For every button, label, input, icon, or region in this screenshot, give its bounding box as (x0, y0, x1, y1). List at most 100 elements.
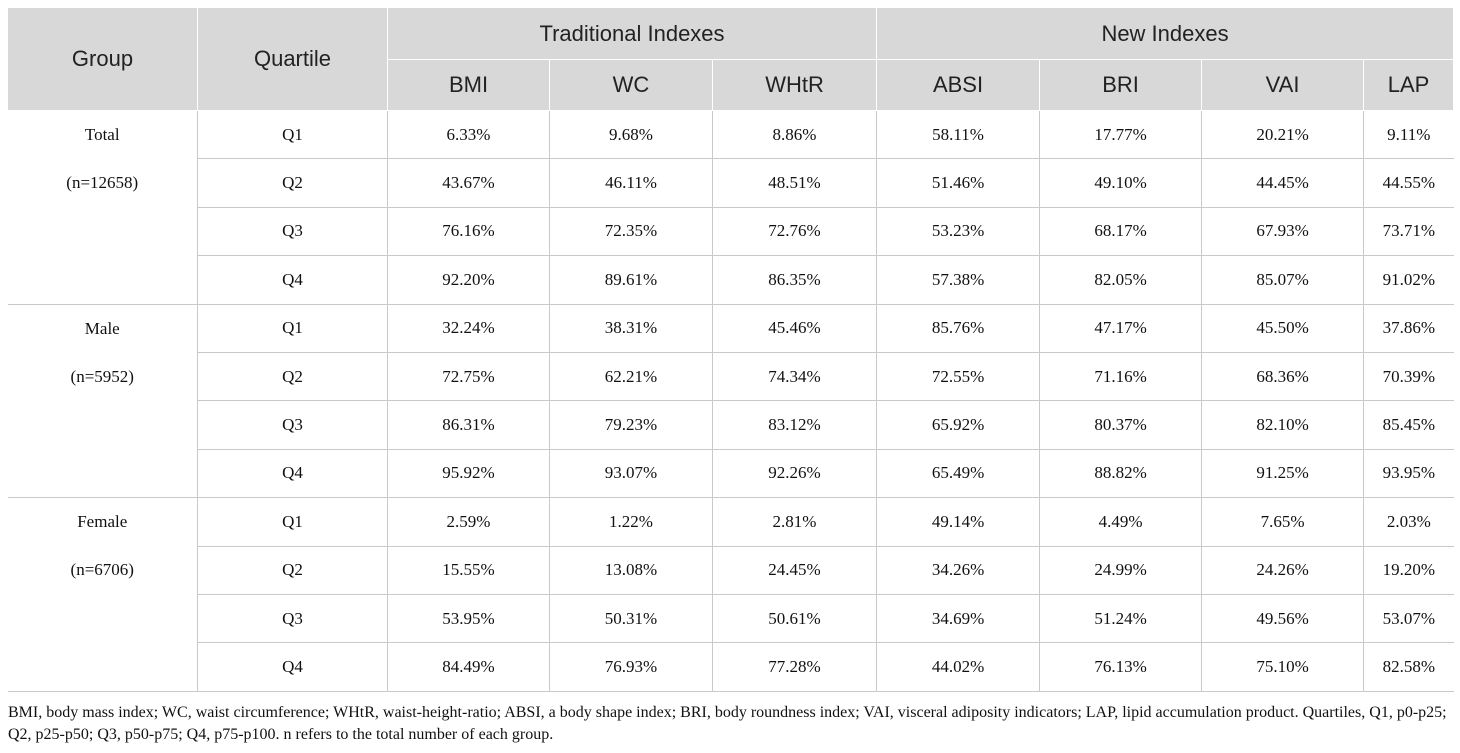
cell-bri: 76.13% (1039, 642, 1203, 692)
data-table: Group Quartile Traditional Indexes New I… (7, 7, 1455, 692)
cell-bmi: 43.67% (387, 158, 550, 208)
cell-lap: 70.39% (1363, 352, 1454, 402)
cell-whtr: 24.45% (712, 546, 878, 595)
cell-bmi: 15.55% (387, 546, 550, 595)
cell-whtr: 77.28% (712, 642, 878, 692)
cell-group (7, 449, 198, 499)
cell-lap: 82.58% (1363, 642, 1454, 692)
cell-absi: 72.55% (876, 352, 1041, 402)
cell-absi: 34.26% (876, 546, 1041, 595)
table-row: Female Q1 2.59% 1.22% 2.81% 49.14% 4.49% 7.65% 2… (7, 497, 1454, 547)
cell-vai: 75.10% (1201, 642, 1365, 692)
cell-lap: 93.95% (1363, 449, 1454, 499)
cell-vai: 68.36% (1201, 352, 1365, 402)
cell-absi: 53.23% (876, 207, 1041, 257)
cell-bri: 68.17% (1039, 207, 1203, 257)
cell-lap: 9.11% (1363, 110, 1454, 160)
cell-bri: 4.49% (1039, 497, 1203, 547)
header-whtr: WHtR (711, 59, 878, 111)
cell-wc: 79.23% (549, 400, 713, 450)
cell-bmi: 53.95% (387, 594, 550, 644)
table-row: Male Q1 32.24% 38.31% 45.46% 85.76% 47.17% 45.5… (7, 304, 1454, 353)
cell-whtr: 83.12% (712, 400, 878, 450)
cell-vai: 20.21% (1201, 110, 1365, 160)
table-row: (n=5952) Q2 72.75% 62.21% 74.34% 72.55% 71.16%… (7, 352, 1454, 402)
cell-bmi: 84.49% (387, 642, 550, 692)
cell-wc: 46.11% (549, 158, 713, 208)
cell-lap: 53.07% (1363, 594, 1454, 644)
cell-group (7, 594, 198, 643)
cell-quartile: Q3 (197, 594, 388, 644)
cell-quartile: Q2 (197, 158, 388, 208)
cell-wc: 1.22% (549, 497, 713, 547)
cell-bmi: 32.24% (387, 304, 550, 353)
cell-group: (n=5952) (7, 352, 198, 401)
cell-group: (n=6706) (7, 546, 198, 595)
cell-quartile: Q4 (197, 255, 388, 305)
cell-quartile: Q2 (197, 352, 388, 402)
cell-group: Female (7, 497, 198, 547)
cell-wc: 50.31% (549, 594, 713, 644)
header-bmi: BMI (387, 59, 550, 111)
cell-quartile: Q3 (197, 400, 388, 450)
table-row: Q3 76.16% 72.35% 72.76% 53.23% 68.17% 67.93% 73… (7, 207, 1454, 257)
cell-group (7, 207, 198, 256)
cell-bmi: 6.33% (387, 110, 550, 160)
cell-quartile: Q2 (197, 546, 388, 595)
cell-whtr: 92.26% (712, 449, 878, 499)
cell-quartile: Q4 (197, 642, 388, 692)
cell-bmi: 76.16% (387, 207, 550, 257)
cell-whtr: 8.86% (712, 110, 878, 160)
cell-quartile: Q1 (197, 110, 388, 160)
cell-group (7, 400, 198, 450)
cell-absi: 49.14% (876, 497, 1041, 547)
cell-bmi: 92.20% (387, 255, 550, 305)
table-row: (n=6706) Q2 15.55% 13.08% 24.45% 34.26% 24.99%… (7, 546, 1454, 595)
cell-whtr: 50.61% (712, 594, 878, 644)
cell-vai: 49.56% (1201, 594, 1365, 644)
cell-vai: 24.26% (1201, 546, 1365, 595)
table-body: Total Q1 6.33% 9.68% 8.86% 58.11% 17.77% 20.21%… (7, 110, 1454, 692)
header-quartile: Quartile (197, 7, 388, 111)
cell-vai: 7.65% (1201, 497, 1365, 547)
cell-absi: 65.92% (876, 400, 1041, 450)
cell-whtr: 74.34% (712, 352, 878, 402)
cell-whtr: 2.81% (712, 497, 878, 547)
cell-quartile: Q1 (197, 497, 388, 547)
cell-bmi: 2.59% (387, 497, 550, 547)
cell-quartile: Q4 (197, 449, 388, 499)
table-row: Q4 95.92% 93.07% 92.26% 65.49% 88.82% 91.25% 93… (7, 449, 1454, 499)
cell-bmi: 72.75% (387, 352, 550, 402)
cell-bri: 80.37% (1039, 400, 1203, 450)
cell-bri: 51.24% (1039, 594, 1203, 644)
table-row: Q3 86.31% 79.23% 83.12% 65.92% 80.37% 82.10% 85… (7, 400, 1454, 450)
cell-bri: 82.05% (1039, 255, 1203, 305)
table-figure: Group Quartile Traditional Indexes New I… (7, 7, 1455, 746)
cell-absi: 57.38% (876, 255, 1041, 305)
cell-quartile: Q3 (197, 207, 388, 257)
cell-absi: 58.11% (876, 110, 1041, 160)
header-lap: LAP (1363, 59, 1455, 111)
cell-lap: 73.71% (1363, 207, 1454, 257)
table-row: Q4 92.20% 89.61% 86.35% 57.38% 82.05% 85.07% 91… (7, 255, 1454, 305)
cell-vai: 45.50% (1201, 304, 1365, 353)
cell-group: Male (7, 304, 198, 353)
cell-bri: 71.16% (1039, 352, 1203, 402)
cell-bmi: 86.31% (387, 400, 550, 450)
cell-absi: 65.49% (876, 449, 1041, 499)
table-row: Total Q1 6.33% 9.68% 8.86% 58.11% 17.77% 20.21%… (7, 110, 1454, 160)
cell-wc: 38.31% (549, 304, 713, 353)
cell-lap: 91.02% (1363, 255, 1454, 305)
cell-absi: 85.76% (876, 304, 1041, 353)
cell-wc: 72.35% (549, 207, 713, 257)
cell-lap: 37.86% (1363, 304, 1454, 353)
cell-group (7, 255, 198, 305)
cell-wc: 62.21% (549, 352, 713, 402)
cell-wc: 89.61% (549, 255, 713, 305)
cell-vai: 91.25% (1201, 449, 1365, 499)
cell-bri: 17.77% (1039, 110, 1203, 160)
cell-lap: 19.20% (1363, 546, 1454, 595)
cell-lap: 85.45% (1363, 400, 1454, 450)
cell-absi: 44.02% (876, 642, 1041, 692)
header-wc: WC (549, 59, 713, 111)
